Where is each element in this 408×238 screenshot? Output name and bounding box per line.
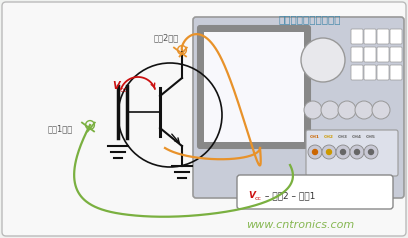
Text: V: V (112, 81, 120, 91)
Circle shape (341, 149, 346, 154)
FancyBboxPatch shape (351, 29, 363, 44)
Circle shape (304, 101, 322, 119)
Text: CH3: CH3 (338, 135, 348, 139)
Circle shape (313, 149, 317, 154)
Circle shape (301, 38, 345, 82)
FancyBboxPatch shape (2, 2, 406, 236)
Circle shape (322, 145, 336, 159)
Circle shape (368, 149, 373, 154)
Circle shape (364, 145, 378, 159)
FancyBboxPatch shape (306, 130, 398, 176)
FancyBboxPatch shape (198, 26, 310, 148)
Circle shape (355, 149, 359, 154)
FancyBboxPatch shape (390, 29, 402, 44)
FancyBboxPatch shape (364, 47, 376, 62)
FancyBboxPatch shape (390, 47, 402, 62)
Text: 通道1探头: 通道1探头 (48, 124, 73, 134)
Circle shape (372, 101, 390, 119)
Circle shape (321, 101, 339, 119)
FancyBboxPatch shape (377, 29, 389, 44)
FancyBboxPatch shape (377, 65, 389, 80)
FancyBboxPatch shape (237, 175, 393, 209)
Circle shape (355, 101, 373, 119)
FancyBboxPatch shape (193, 17, 404, 198)
FancyBboxPatch shape (204, 32, 304, 142)
Circle shape (350, 145, 364, 159)
Text: V: V (248, 192, 255, 200)
FancyBboxPatch shape (351, 65, 363, 80)
FancyBboxPatch shape (364, 65, 376, 80)
Circle shape (336, 145, 350, 159)
Text: CH4: CH4 (352, 135, 362, 139)
FancyBboxPatch shape (351, 47, 363, 62)
Text: – 通道2 – 通道1: – 通道2 – 通道1 (262, 192, 315, 200)
Text: cc: cc (120, 87, 128, 93)
Text: cc: cc (255, 197, 262, 202)
Text: CH1: CH1 (310, 135, 320, 139)
Text: CH2: CH2 (324, 135, 334, 139)
FancyBboxPatch shape (364, 29, 376, 44)
Text: 传统参考地电平示波器: 传统参考地电平示波器 (279, 14, 341, 24)
Circle shape (326, 149, 331, 154)
FancyBboxPatch shape (377, 47, 389, 62)
Text: www.cntronics.com: www.cntronics.com (246, 220, 354, 230)
Circle shape (338, 101, 356, 119)
Circle shape (308, 145, 322, 159)
Text: CH5: CH5 (366, 135, 376, 139)
FancyBboxPatch shape (390, 65, 402, 80)
Text: 通道2探头: 通道2探头 (154, 33, 179, 42)
